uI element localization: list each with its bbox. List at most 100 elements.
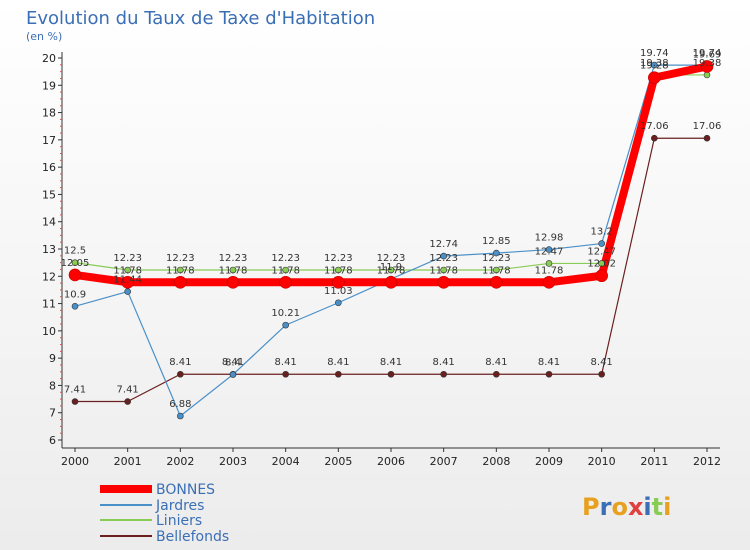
data-label: 19.28 bbox=[640, 61, 669, 72]
data-label: 11.78 bbox=[219, 265, 248, 276]
chart-subtitle: (en %) bbox=[26, 30, 62, 43]
x-tick-label: 2012 bbox=[693, 455, 721, 468]
data-point bbox=[387, 266, 395, 274]
y-tick-label: 9 bbox=[49, 352, 56, 365]
data-point bbox=[651, 134, 658, 142]
y-tick-label: 12 bbox=[42, 270, 56, 283]
data-point bbox=[177, 266, 184, 274]
data-point bbox=[71, 302, 79, 310]
y-tick-label: 17 bbox=[42, 134, 56, 147]
data-point bbox=[335, 370, 342, 378]
y-tick-label: 20 bbox=[42, 52, 56, 65]
y-tick-label: 19 bbox=[42, 79, 56, 92]
y-tick-label: 13 bbox=[42, 243, 56, 256]
data-point bbox=[595, 269, 608, 283]
data-label: 8.41 bbox=[591, 357, 613, 368]
data-point bbox=[282, 266, 289, 274]
y-tick-label: 7 bbox=[49, 407, 56, 420]
y-tick-label: 10 bbox=[42, 325, 56, 338]
data-label: 13.2 bbox=[591, 227, 613, 238]
x-tick-label: 2003 bbox=[219, 455, 247, 468]
y-tick-label: 16 bbox=[42, 161, 56, 174]
data-label: 7.41 bbox=[117, 385, 139, 396]
data-point bbox=[124, 266, 131, 274]
data-point bbox=[440, 370, 447, 378]
x-tick-label: 2011 bbox=[640, 455, 668, 468]
data-label: 12.02 bbox=[587, 259, 616, 270]
data-point bbox=[545, 246, 553, 253]
data-label: 19.69 bbox=[693, 49, 722, 60]
data-point bbox=[493, 249, 500, 257]
data-label: 12.47 bbox=[587, 246, 616, 257]
data-label: 12.74 bbox=[429, 239, 458, 250]
data-label: 17.06 bbox=[693, 121, 722, 132]
data-label: 11.78 bbox=[113, 265, 142, 276]
data-point bbox=[124, 398, 131, 405]
y-tick-label: 8 bbox=[49, 379, 56, 392]
data-labels: 7.41 7.418.41 8.41 8.41 8.41 8.41 8.41 8.41 8.41… bbox=[61, 48, 722, 410]
y-tick-label: 18 bbox=[42, 107, 56, 120]
data-label: 12.5 bbox=[64, 246, 86, 257]
y-tick-label: 15 bbox=[42, 188, 56, 201]
data-point bbox=[545, 260, 553, 267]
x-tick-label: 2009 bbox=[535, 455, 563, 468]
data-label: 8.41 bbox=[169, 357, 191, 368]
data-label: 8.41 bbox=[275, 357, 297, 368]
axes: 6 7 8 9 10 11 12 13 14 15 16 17 18 19 20 2000 2001 2002 20… bbox=[42, 52, 721, 468]
y-tick-label: 6 bbox=[49, 434, 56, 447]
data-point bbox=[545, 370, 553, 378]
data-point bbox=[440, 252, 447, 260]
data-label: 8.41 bbox=[222, 357, 244, 368]
legend-label-liniers: Liniers bbox=[156, 513, 202, 529]
data-point bbox=[493, 266, 500, 274]
x-tick-label: 2002 bbox=[166, 455, 194, 468]
data-point bbox=[282, 321, 289, 329]
data-label: 19.38 bbox=[693, 58, 722, 69]
data-label: 10.21 bbox=[271, 308, 300, 319]
x-tick-label: 2008 bbox=[482, 455, 510, 468]
data-label: 12.98 bbox=[535, 233, 564, 244]
data-label: 11.78 bbox=[166, 265, 195, 276]
data-point bbox=[384, 275, 398, 289]
data-point bbox=[177, 370, 184, 378]
data-label: 12.23 bbox=[219, 253, 248, 264]
data-point bbox=[121, 275, 134, 289]
data-label: 11.78 bbox=[429, 265, 458, 276]
data-label: 19.74 bbox=[693, 48, 722, 59]
proxiti-logo: Proxiti bbox=[582, 493, 671, 521]
data-label: 8.41 bbox=[485, 357, 507, 368]
data-label: 12.23 bbox=[113, 253, 142, 264]
legend-label-bellefonds: Bellefonds bbox=[156, 529, 229, 545]
data-label: 11.78 bbox=[377, 265, 406, 276]
data-label: 19.74 bbox=[640, 48, 669, 59]
data-label: 12.85 bbox=[482, 236, 511, 247]
legend-label-jardres: Jardres bbox=[155, 498, 204, 514]
x-tick-label: 2005 bbox=[324, 455, 352, 468]
data-point bbox=[437, 275, 450, 289]
data-point bbox=[440, 266, 447, 274]
data-point bbox=[542, 275, 556, 289]
data-point bbox=[71, 259, 79, 266]
data-label: 12.47 bbox=[535, 246, 564, 257]
data-point bbox=[335, 266, 342, 274]
data-point bbox=[177, 412, 184, 420]
legend-label-bonnes: BONNES bbox=[156, 482, 215, 498]
data-label: 10.9 bbox=[64, 289, 86, 300]
data-point bbox=[490, 275, 503, 289]
data-point bbox=[282, 370, 289, 378]
data-point bbox=[703, 134, 711, 142]
series-points bbox=[68, 60, 714, 420]
data-label: 17.06 bbox=[640, 121, 669, 132]
data-point bbox=[71, 398, 79, 405]
x-tick-label: 2001 bbox=[114, 455, 142, 468]
x-tick-label: 2004 bbox=[272, 455, 300, 468]
data-label: 12.23 bbox=[271, 253, 300, 264]
data-point bbox=[335, 299, 342, 307]
data-point bbox=[279, 275, 292, 289]
data-label: 11.78 bbox=[535, 265, 564, 276]
data-point bbox=[174, 275, 187, 289]
data-point bbox=[229, 371, 237, 378]
data-label: 12.23 bbox=[377, 253, 406, 264]
